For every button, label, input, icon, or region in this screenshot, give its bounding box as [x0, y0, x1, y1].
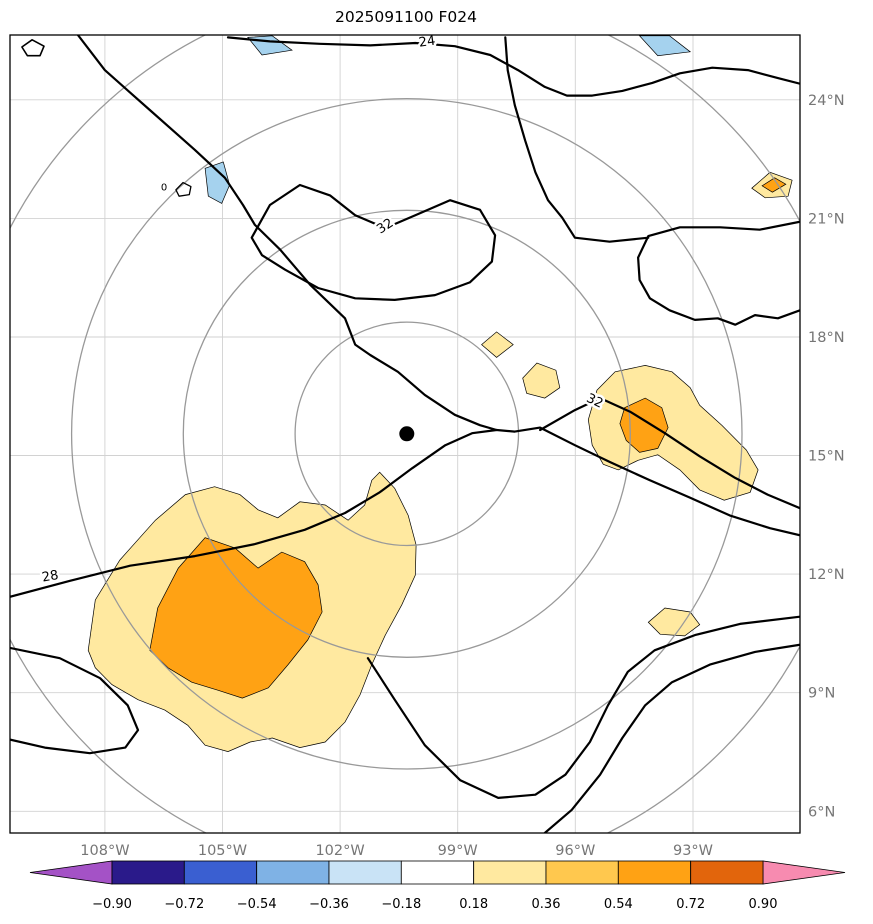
- colorbar-tick-label: 0.36: [532, 897, 561, 912]
- colorbar-tick-label: 0.72: [676, 897, 705, 912]
- colorbar-tick-label: −0.54: [237, 897, 277, 912]
- fill-blue-top: [247, 35, 293, 56]
- center-dot: [399, 426, 415, 442]
- colorbar-under-arrow: [29, 860, 113, 885]
- fill-sw-orange-core: [149, 537, 323, 699]
- fill-right-edge-orange: [761, 177, 787, 193]
- lat-tick-label: 6°N: [808, 804, 835, 820]
- contour-contour-32-blob: [250, 183, 497, 301]
- contour-contour-32-ne: [538, 397, 800, 510]
- contour-zero-loop: [175, 181, 192, 197]
- colorbar-tick-label: 0.54: [604, 897, 633, 912]
- contour-contour-28: [10, 428, 498, 598]
- fill-blue-topright: [638, 35, 692, 57]
- lat-tick-label: 24°N: [808, 93, 845, 109]
- contour-bottom-left-loop: [10, 646, 140, 755]
- lat-tick-label: 15°N: [808, 449, 845, 465]
- contour-lines: [10, 35, 800, 833]
- colorbar-segment: [256, 860, 330, 885]
- lon-tick-label: 96°W: [555, 843, 595, 859]
- lat-tick-label: 12°N: [808, 567, 845, 583]
- colorbar-segment: [111, 860, 185, 885]
- lon-tick-label: 108°W: [80, 843, 129, 859]
- latitude-tick-labels: 24°N 21°N 18°N 15°N 12°N 9°N 6°N: [808, 93, 845, 820]
- contour-yucatan-coast: [636, 220, 800, 326]
- contour-label: 32: [374, 216, 396, 238]
- colorbar-tick-label: −0.36: [309, 897, 349, 912]
- lon-tick-label: 93°W: [673, 843, 713, 859]
- lon-tick-label: 102°W: [315, 843, 364, 859]
- colorbar-segment: [183, 860, 258, 885]
- colorbar-tick-label: 0.18: [459, 897, 488, 912]
- shaded-anomaly-regions: [87, 35, 793, 752]
- fill-small-yellow-2: [522, 362, 561, 399]
- colorbar: [29, 860, 846, 885]
- storm-center-dot: [399, 426, 415, 442]
- colorbar-segment: [328, 860, 402, 885]
- plot-frame: [9, 34, 801, 834]
- colorbar-segment: [545, 860, 619, 885]
- range-ring: [182, 209, 631, 658]
- colorbar-over-arrow: [762, 860, 846, 885]
- lat-tick-label: 21°N: [808, 211, 845, 227]
- fill-east-yellow-patch: [587, 365, 759, 501]
- colorbar-segment: [400, 860, 474, 885]
- contour-label: 28: [41, 568, 60, 586]
- colorbar-segment: [690, 860, 764, 885]
- colorbar-tick-label: −0.90: [92, 897, 132, 912]
- lon-tick-label: 99°W: [438, 843, 478, 859]
- fill-small-yellow-diamond: [481, 331, 514, 358]
- contour-label: 0: [161, 182, 167, 193]
- lon-tick-label: 105°W: [198, 843, 247, 859]
- lat-tick-label: 9°N: [808, 686, 835, 702]
- contour-topleft-loop: [21, 38, 45, 57]
- colorbar-tick-labels: −0.90 −0.72 −0.54 −0.36 −0.18 0.18 0.36 0.54 0.7…: [92, 897, 777, 912]
- lat-tick-label: 18°N: [808, 330, 845, 346]
- colorbar-tick-label: 0.90: [749, 897, 778, 912]
- range-ring: [70, 97, 743, 770]
- colorbar-tick-label: −0.72: [164, 897, 204, 912]
- chart-title: 2025091100 F024: [335, 8, 477, 26]
- colorbar-segment: [473, 860, 547, 885]
- fill-blue-midleft: [204, 161, 230, 204]
- colorbar-tick-label: −0.18: [381, 897, 421, 912]
- contour-pacific-coast: [76, 35, 800, 537]
- longitude-tick-labels: 108°W 105°W 102°W 99°W 96°W 93°W: [80, 843, 713, 859]
- colorbar-segment: [617, 860, 691, 885]
- range-ring: [294, 321, 520, 547]
- fill-small-yellow-br: [647, 607, 701, 637]
- contour-bottom-u: [366, 615, 800, 800]
- contour-label: 24: [418, 34, 436, 51]
- contour-bottom-u2: [543, 643, 800, 833]
- contour-contour-24-top: [226, 36, 800, 97]
- contour-campeche-coast: [504, 36, 650, 243]
- range-rings: [10, 35, 800, 833]
